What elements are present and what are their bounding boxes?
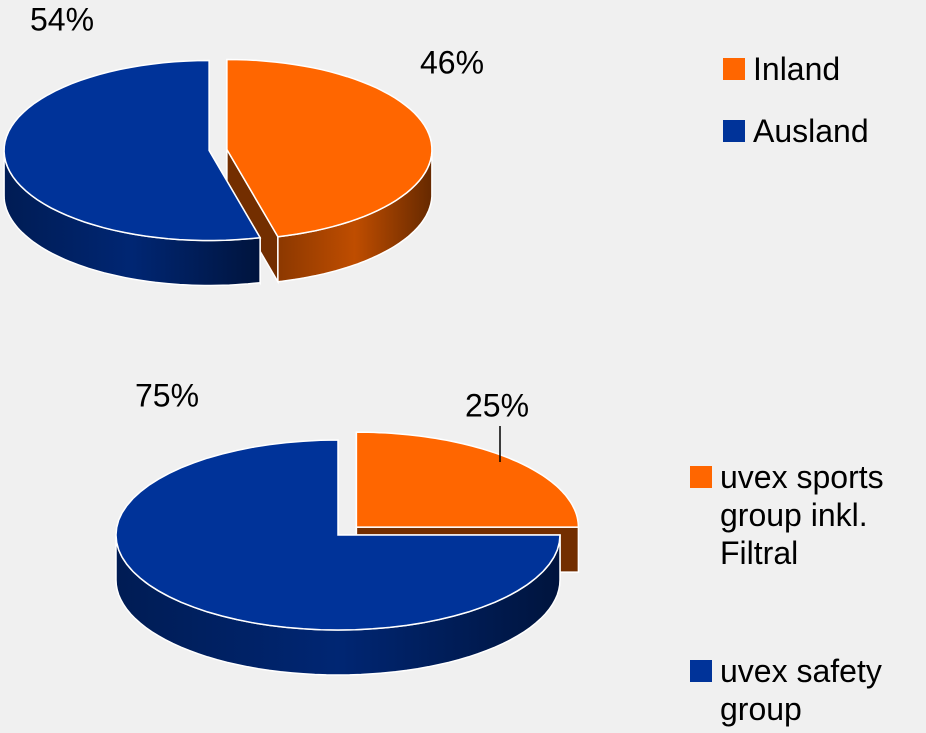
legend-swatch bbox=[723, 120, 745, 142]
data-label: 46% bbox=[420, 44, 484, 80]
legend-entry: uvex safety group bbox=[690, 652, 922, 728]
legend-label: Ausland bbox=[753, 113, 869, 149]
slice bbox=[115, 439, 561, 631]
data-label: 75% bbox=[135, 377, 199, 413]
legend-label: Inland bbox=[753, 51, 841, 87]
legend-label: uvex sports group inkl. Filtral bbox=[720, 459, 884, 571]
slice bbox=[355, 431, 580, 528]
legend-label: uvex safety group bbox=[720, 653, 882, 727]
slice bbox=[3, 59, 262, 242]
legend-swatch bbox=[690, 660, 712, 682]
data-label: 25% bbox=[465, 387, 529, 423]
legend-entry: Ausland bbox=[723, 112, 923, 150]
legend-entry: uvex sports group inkl. Filtral bbox=[690, 458, 922, 572]
legend-swatch bbox=[723, 58, 745, 80]
legend-entry: Inland bbox=[723, 50, 923, 88]
slice bbox=[226, 58, 433, 238]
legend-swatch bbox=[690, 466, 712, 488]
data-label: 54% bbox=[30, 1, 94, 37]
